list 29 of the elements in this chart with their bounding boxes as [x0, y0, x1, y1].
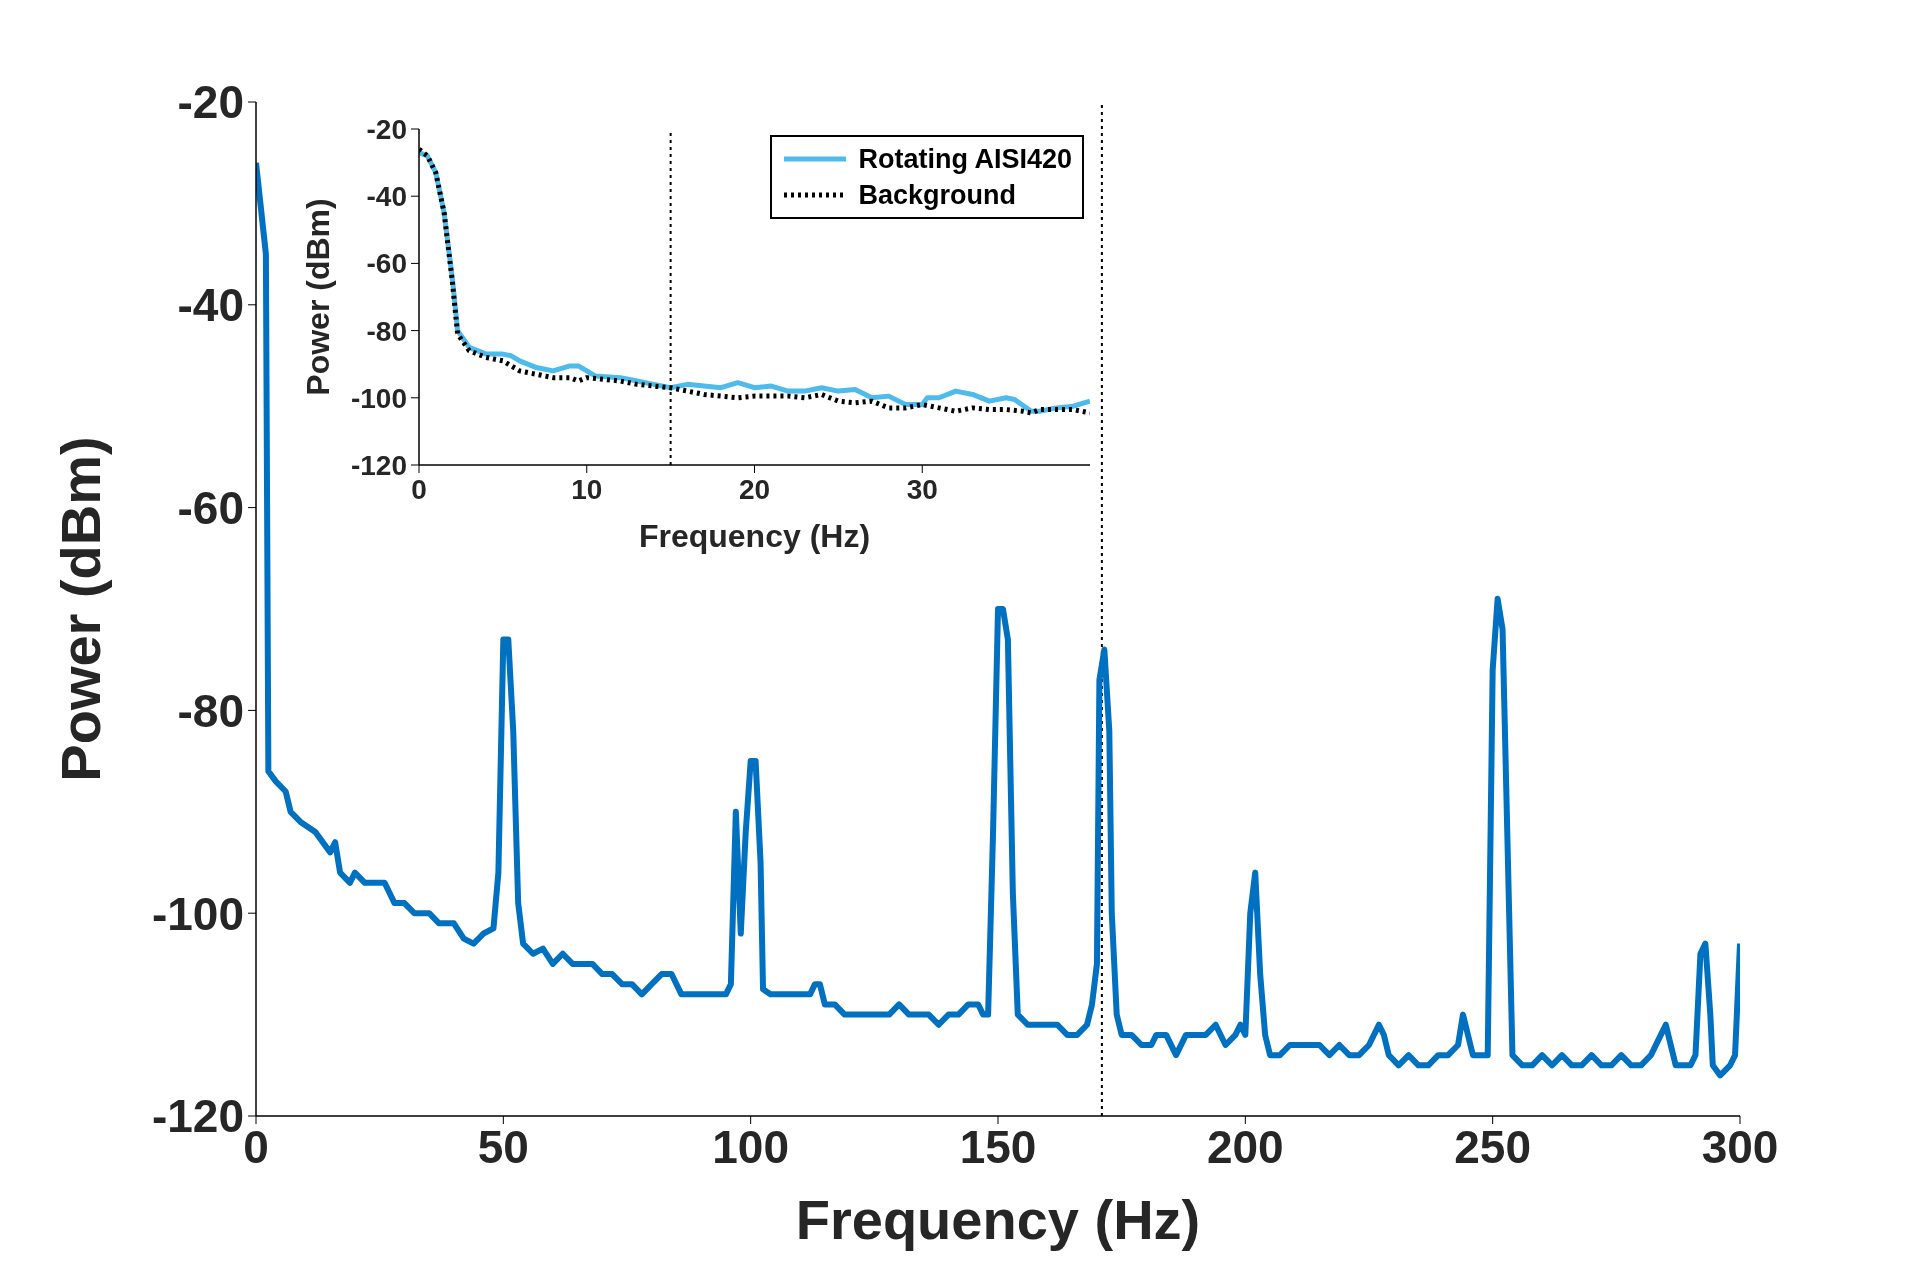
x-tick-label: 30 [906, 473, 938, 505]
x-tick-label: 0 [243, 1120, 269, 1173]
x-tick-label: 150 [959, 1120, 1037, 1173]
y-tick-label: -40 [177, 279, 244, 332]
y-tick-label: -120 [350, 449, 407, 481]
legend-label: Background [858, 179, 1016, 211]
y-tick-label: -100 [151, 887, 244, 940]
x-tick-label: 300 [1701, 1120, 1779, 1173]
y-tick-label: -20 [366, 113, 407, 145]
x-tick-label: 250 [1454, 1120, 1532, 1173]
x-tick-label: 10 [571, 473, 603, 505]
y-tick-label: -60 [366, 248, 407, 280]
y-tick-label: -60 [177, 481, 244, 534]
x-tick-label: 50 [477, 1120, 529, 1173]
y-tick-label: -20 [177, 76, 244, 129]
y-axis-title: Power (dBm) [300, 198, 337, 396]
y-tick-label: -120 [151, 1090, 244, 1143]
x-axis-title: Frequency (Hz) [795, 1188, 1201, 1251]
y-tick-label: -80 [366, 315, 407, 347]
y-tick-label: -80 [177, 684, 244, 737]
x-tick-label: 0 [411, 473, 427, 505]
y-axis-title: Power (dBm) [48, 436, 112, 782]
y-tick-label: -40 [366, 181, 407, 213]
legend-label: Rotating AISI420 [858, 143, 1072, 175]
x-tick-label: 100 [712, 1120, 790, 1173]
x-tick-label: 200 [1206, 1120, 1284, 1173]
x-axis-title: Frequency (Hz) [638, 518, 871, 554]
x-tick-label: 20 [738, 473, 771, 505]
y-tick-label: -100 [350, 382, 407, 414]
